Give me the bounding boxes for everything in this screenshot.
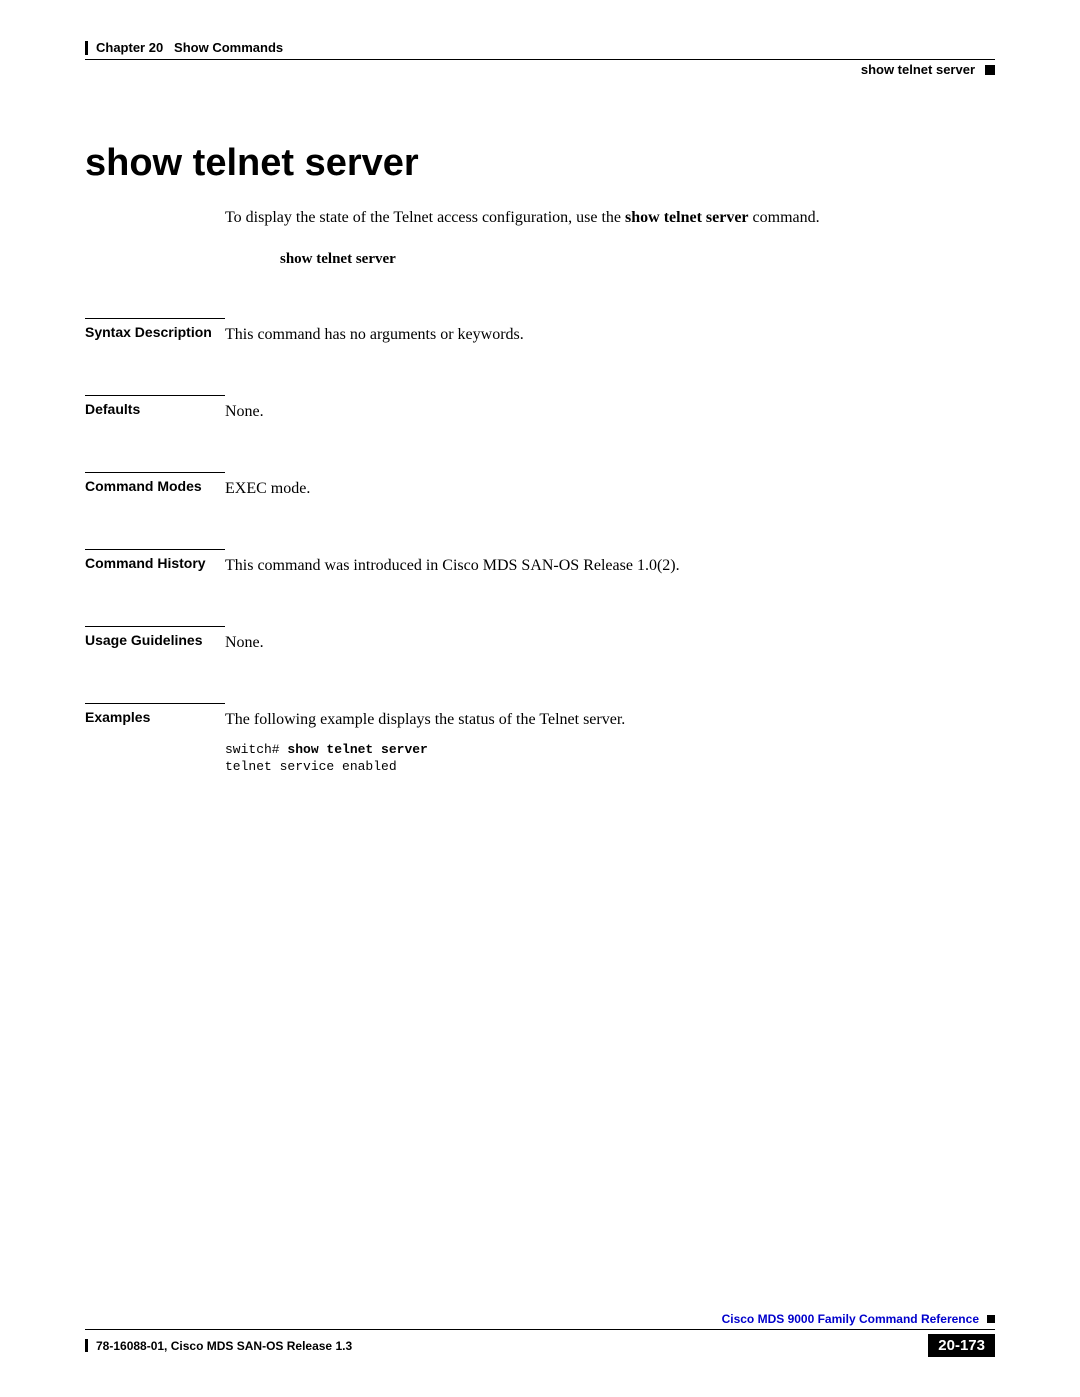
- label-command-history: Command History: [85, 549, 225, 571]
- footer-square-icon: [987, 1315, 995, 1323]
- section-command-history: Command History This command was introdu…: [85, 549, 995, 578]
- footer-bottom: 78-16088-01, Cisco MDS SAN-OS Release 1.…: [85, 1334, 995, 1357]
- chapter-spacer: [163, 40, 174, 55]
- command-syntax: show telnet server: [280, 251, 995, 268]
- content-command-history: This command was introduced in Cisco MDS…: [225, 549, 680, 578]
- header-sub-bar: show telnet server: [85, 62, 995, 77]
- footer-top: Cisco MDS 9000 Family Command Reference: [85, 1312, 995, 1330]
- code-command: show telnet server: [287, 742, 427, 757]
- chapter-title: Show Commands: [174, 40, 283, 55]
- intro-paragraph: To display the state of the Telnet acces…: [225, 207, 995, 229]
- content-command-modes: EXEC mode.: [225, 472, 310, 501]
- section-command-modes: Command Modes EXEC mode.: [85, 472, 995, 501]
- header-square-icon: [985, 65, 995, 75]
- example-code-block: switch# show telnet server telnet servic…: [225, 742, 625, 776]
- header-section: show telnet server: [861, 62, 975, 77]
- header-top-bar: Chapter 20 Show Commands: [85, 40, 995, 60]
- page-number: 20-173: [928, 1334, 995, 1357]
- footer-release: 78-16088-01, Cisco MDS SAN-OS Release 1.…: [96, 1339, 352, 1353]
- examples-text: The following example displays the statu…: [225, 711, 625, 728]
- page-title: show telnet server: [85, 142, 995, 185]
- page-container: Chapter 20 Show Commands show telnet ser…: [0, 0, 1080, 1397]
- footer: Cisco MDS 9000 Family Command Reference …: [85, 1312, 995, 1357]
- header-vbar-icon: [85, 41, 88, 55]
- content-syntax-description: This command has no arguments or keyword…: [225, 318, 524, 347]
- section-usage-guidelines: Usage Guidelines None.: [85, 626, 995, 655]
- section-examples: Examples The following example displays …: [85, 703, 995, 776]
- intro-suffix: command.: [749, 209, 820, 226]
- footer-vbar-icon: [85, 1339, 88, 1352]
- section-syntax-description: Syntax Description This command has no a…: [85, 318, 995, 347]
- label-syntax-description: Syntax Description: [85, 318, 225, 340]
- chapter-number: Chapter 20: [96, 40, 163, 55]
- content-usage-guidelines: None.: [225, 626, 264, 655]
- footer-release-info: 78-16088-01, Cisco MDS SAN-OS Release 1.…: [85, 1339, 352, 1353]
- label-defaults: Defaults: [85, 395, 225, 417]
- section-defaults: Defaults None.: [85, 395, 995, 424]
- label-examples: Examples: [85, 703, 225, 725]
- intro-command: show telnet server: [625, 209, 749, 226]
- intro-prefix: To display the state of the Telnet acces…: [225, 209, 625, 226]
- label-usage-guidelines: Usage Guidelines: [85, 626, 225, 648]
- content-defaults: None.: [225, 395, 264, 424]
- footer-reference: Cisco MDS 9000 Family Command Reference: [722, 1312, 979, 1326]
- code-prompt: switch#: [225, 742, 287, 757]
- code-output: telnet service enabled: [225, 759, 397, 774]
- label-command-modes: Command Modes: [85, 472, 225, 494]
- content-examples: The following example displays the statu…: [225, 703, 625, 776]
